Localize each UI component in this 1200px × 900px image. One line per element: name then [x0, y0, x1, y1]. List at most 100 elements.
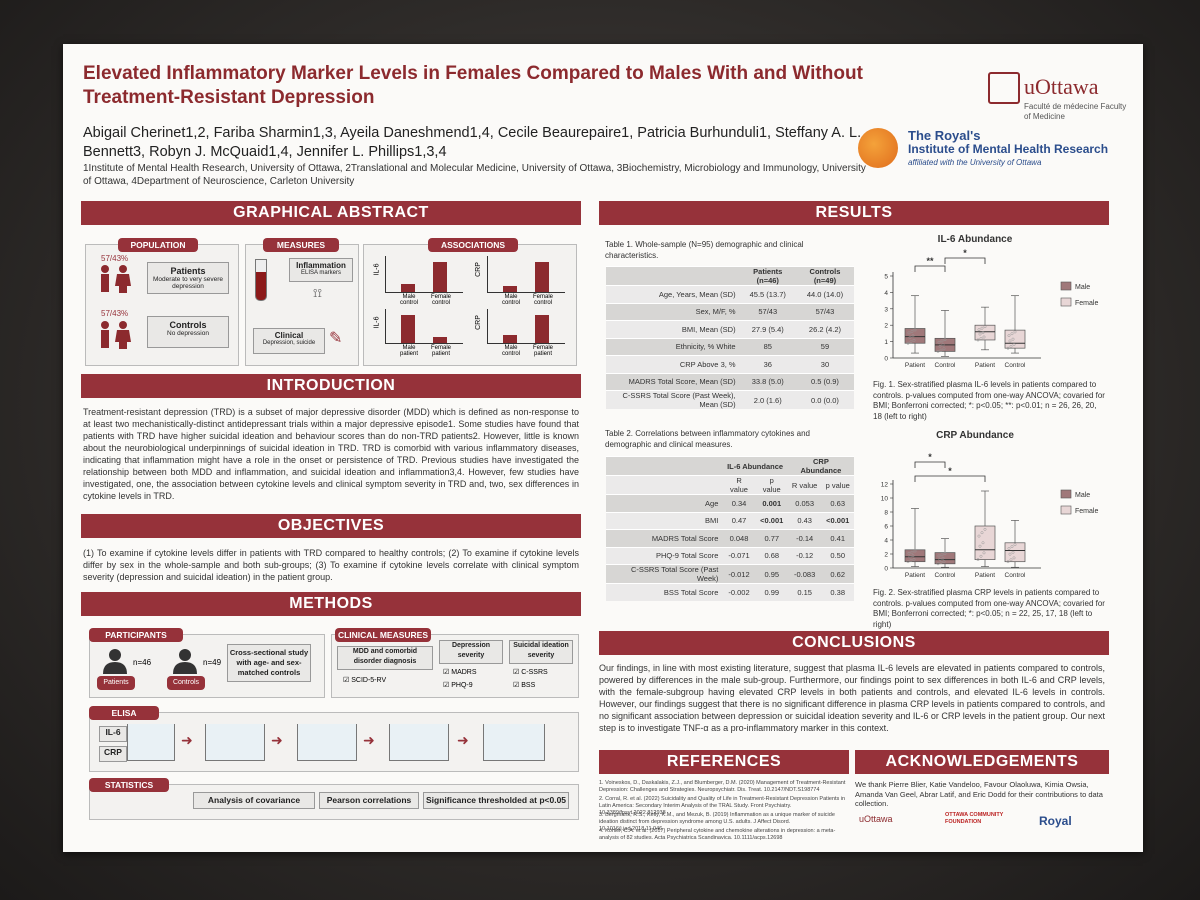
data-point: [979, 337, 983, 340]
references-heading: REFERENCES: [599, 750, 849, 774]
data-point: [982, 335, 986, 339]
data-point: [913, 549, 917, 553]
data-point: [912, 557, 916, 561]
legend-label: Female: [1075, 300, 1098, 307]
data-point: [911, 334, 915, 338]
data-point: [936, 562, 940, 566]
objectives-text: (1) To examine if cytokine levels differ…: [83, 548, 579, 582]
data-point: [1012, 343, 1016, 347]
measures-label: MEASURES: [263, 238, 339, 252]
data-point: [980, 531, 984, 535]
checkbox-icon: ☑: [513, 669, 520, 676]
conclusions-text: Our findings, in line with most existing…: [599, 663, 1105, 733]
table2-caption: Table 2. Correlations between inflammato…: [605, 429, 810, 449]
data-point: [1013, 543, 1017, 547]
mini-chart-il6-patients: IL-6 Male patient Female patient: [371, 309, 466, 357]
significance-label: *: [928, 452, 932, 462]
data-point: [913, 328, 917, 332]
data-point: [942, 560, 946, 564]
cssrs-label: C-SSRS: [521, 669, 548, 676]
table-row: Ethnicity, % White 85 59: [606, 337, 854, 356]
n-patients: n=46: [133, 658, 152, 667]
y-tick-label: 0: [884, 566, 888, 573]
arrow-icon: ➜: [363, 732, 375, 748]
pct-controls: 57/43%: [101, 309, 129, 318]
pencil-icon: ✎: [329, 330, 343, 347]
uottawa-name: uOttawa: [1024, 74, 1099, 99]
mini-chart-il6-controls: IL-6 Male control Female control: [371, 256, 466, 306]
elisa-well-1: [127, 724, 175, 761]
legend-swatch: [1060, 281, 1072, 291]
pct-patients: 57/43%: [101, 254, 129, 263]
fig2-caption: Fig. 2. Sex-stratified plasma CRP levels…: [873, 588, 1105, 629]
data-point: [976, 558, 980, 562]
table-row: BMI 0.47 <0.001 0.43 <0.001: [606, 511, 854, 530]
data-point: [938, 557, 942, 561]
table-row: CRP Above 3, % 36 30: [606, 355, 854, 373]
data-point: [939, 348, 943, 352]
arrow-icon: ➜: [457, 732, 469, 748]
data-point: [1007, 334, 1011, 337]
arrow-icon: ➜: [271, 732, 283, 748]
significance-label: *: [948, 466, 952, 476]
y-tick-label: 12: [881, 482, 889, 489]
elisa-well-5: [483, 724, 545, 761]
box-iqr: [974, 525, 996, 560]
acknowledgements-text: We thank Pierre Blier, Katie Vandeloo, F…: [855, 780, 1103, 808]
data-point: [1011, 337, 1015, 341]
inflammation-label: Inflammation: [296, 261, 346, 270]
antibody-icon: ⟟⟟: [313, 286, 322, 300]
patients-people-icon: [101, 265, 131, 293]
data-point: [1006, 346, 1010, 350]
y-tick-label: 2: [884, 323, 888, 330]
mini-bar: [503, 335, 517, 343]
mini-bar: [503, 286, 517, 292]
introduction-heading: INTRODUCTION: [81, 374, 581, 398]
mini-bar: [401, 315, 415, 343]
data-point: [912, 338, 916, 342]
data-point: [937, 340, 941, 344]
x-tick-label: Patient: [905, 362, 925, 369]
scid-label: SCID-5-RV: [351, 677, 387, 684]
poster-title: Elevated Inflammatory Marker Levels in F…: [83, 63, 863, 108]
conclusions-heading: CONCLUSIONS: [599, 631, 1109, 655]
il6-chart-title: IL-6 Abundance: [937, 234, 1013, 245]
madrs-item: ☑ MADRS: [443, 668, 477, 676]
n-controls: n=49: [203, 658, 222, 667]
checkbox-icon: ☑: [513, 682, 520, 689]
arrow-icon: ➜: [181, 732, 193, 748]
legend-swatch: [1060, 489, 1072, 499]
table2-correlations: IL-6 Abundance CRP Abundance R value p val…: [606, 456, 854, 601]
x-tick-label: Patient: [975, 362, 995, 369]
controls-desc: No depression: [167, 330, 209, 337]
data-point: [907, 551, 911, 555]
table-row: PHQ-9 Total Score -0.071 0.68 -0.12 0.50: [606, 546, 854, 565]
royal-logo: The Royal's Institute of Mental Health R…: [858, 126, 1128, 176]
results-heading: RESULTS: [599, 201, 1109, 225]
scid-item: ☑ SCID-5-RV: [343, 676, 386, 684]
y-tick-label: 1: [884, 339, 888, 346]
royal-affiliation: affiliated with the University of Ottawa: [908, 158, 1042, 167]
clinical-measures-label: CLINICAL MEASURES: [335, 628, 431, 642]
mini-label: Female control: [532, 294, 553, 306]
y-tick-label: 3: [884, 306, 888, 313]
crp-chart-title: CRP Abundance: [936, 430, 1014, 441]
data-point: [977, 328, 981, 332]
elisa-label: ELISA: [89, 706, 159, 720]
mini-label: Male control: [399, 294, 418, 306]
significance-label: *: [963, 248, 967, 258]
suicidal-severity-box: Suicidal ideation severity: [509, 640, 573, 664]
y-tick-label: 2: [884, 552, 888, 559]
data-point: [1007, 547, 1011, 550]
patients-label: Patients: [170, 266, 206, 276]
mini-label: Male patient: [399, 345, 418, 357]
table1-caption: Table 1. Whole-sample (N=95) demographic…: [605, 240, 804, 260]
mini-chart-crp-controls: CRP Male control Female control: [473, 256, 568, 306]
mini-axis-label: CRP: [474, 315, 482, 330]
checkbox-icon: ☑: [443, 682, 450, 689]
data-point: [983, 527, 987, 531]
uottawa-crest-icon: [988, 72, 1020, 104]
data-point: [981, 541, 985, 545]
table-row: BMI, Mean (SD) 27.9 (5.4) 26.2 (4.2): [606, 320, 854, 338]
